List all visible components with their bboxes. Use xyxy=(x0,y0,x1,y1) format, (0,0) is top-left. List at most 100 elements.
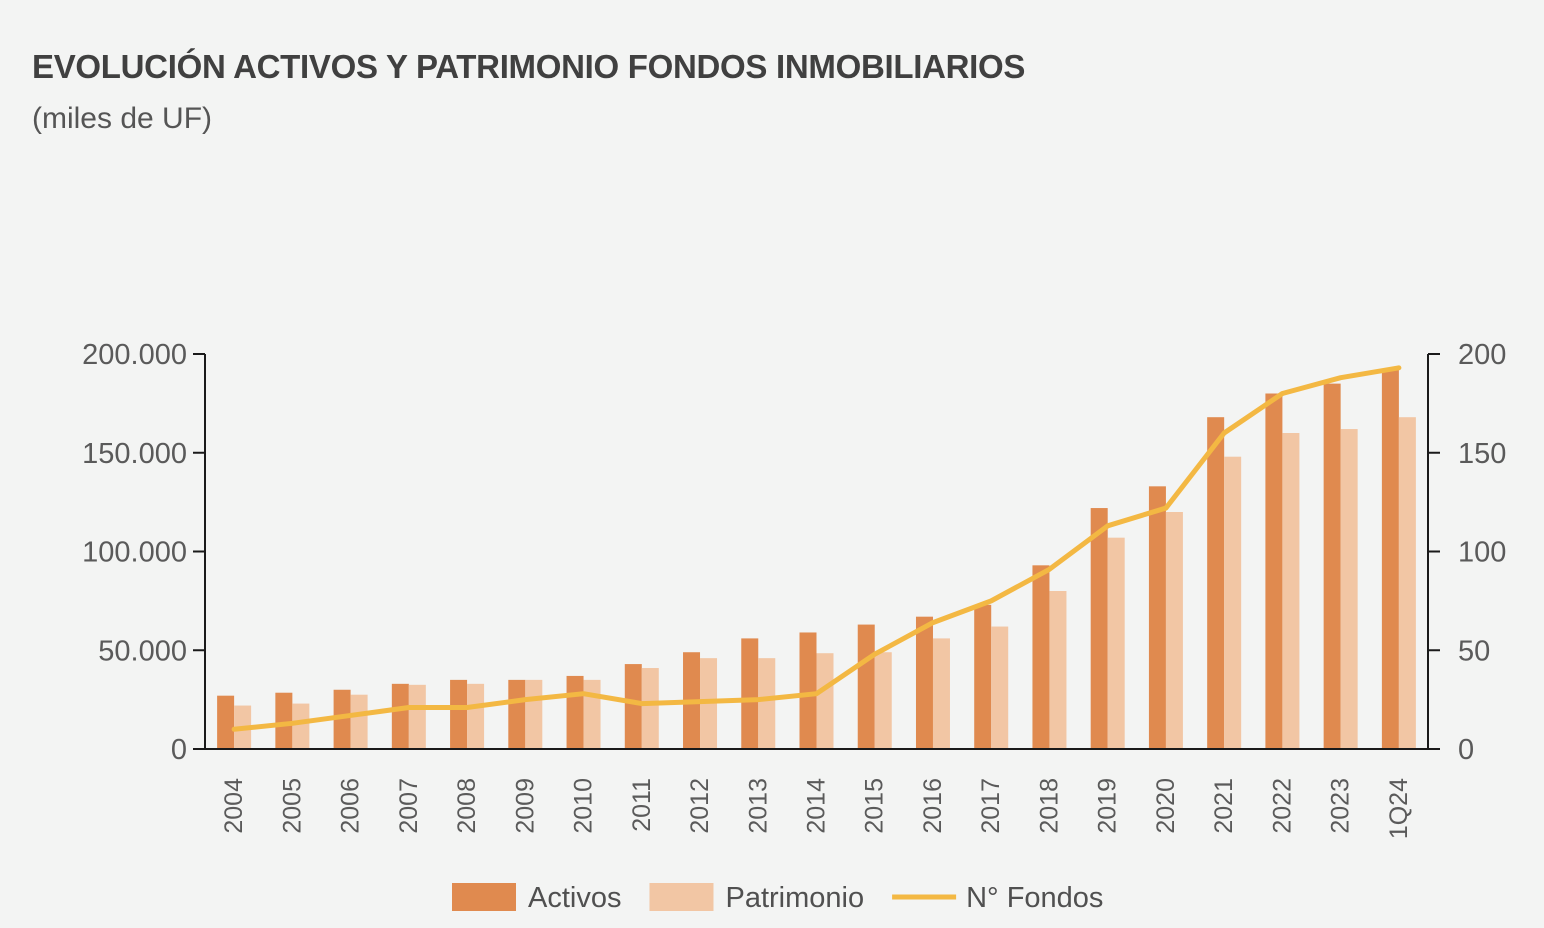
bar-patrimonio-2011 xyxy=(641,668,659,749)
legend-label: Activos xyxy=(528,882,621,914)
x-tick-label: 2022 xyxy=(1268,778,1296,834)
y-right-tick-label: 150 xyxy=(1458,438,1506,470)
line-point-2011 xyxy=(640,702,644,706)
bar-activos-2009 xyxy=(508,679,526,749)
bar-activos-2023 xyxy=(1323,383,1341,749)
bar-patrimonio-2021 xyxy=(1224,456,1242,749)
bar-activos-2006 xyxy=(333,689,351,749)
bar-activos-2013 xyxy=(741,638,759,749)
x-tick-label: 2016 xyxy=(919,778,947,834)
bar-patrimonio-2010 xyxy=(583,679,601,749)
bar-patrimonio-2008 xyxy=(467,683,485,749)
x-tick-label: 1Q24 xyxy=(1385,778,1413,839)
bar-activos-2014 xyxy=(799,632,817,749)
x-tick-label: 2010 xyxy=(570,778,598,834)
bar-patrimonio-2014 xyxy=(816,653,834,749)
bar-activos-2010 xyxy=(566,675,584,749)
bar-activos-2005 xyxy=(275,692,293,749)
x-tick-label: 2015 xyxy=(861,778,889,834)
y-left-tick-label: 150.000 xyxy=(82,438,187,470)
line-point-2016 xyxy=(931,621,935,625)
line-point-2020 xyxy=(1164,506,1168,510)
line-point-2009 xyxy=(523,698,527,702)
y-left-tick-label: 0 xyxy=(171,734,187,766)
x-tick-label: 2008 xyxy=(453,778,481,834)
bar-activos-2018 xyxy=(1032,565,1050,749)
bar-patrimonio-2018 xyxy=(1049,591,1067,749)
bar-activos-2004 xyxy=(217,695,235,749)
x-tick-label: 2004 xyxy=(220,778,248,834)
x-tick-label: 2012 xyxy=(686,778,714,834)
line-point-2012 xyxy=(698,700,702,704)
bar-patrimonio-2009 xyxy=(525,679,543,749)
y-right-tick-label: 200 xyxy=(1458,339,1506,371)
bar-patrimonio-2015 xyxy=(874,652,892,749)
line-point-2005 xyxy=(290,721,294,725)
bar-patrimonio-2013 xyxy=(758,658,776,749)
line-point-2013 xyxy=(756,698,760,702)
x-tick-label: 2009 xyxy=(511,778,539,834)
x-tick-label: 2018 xyxy=(1035,778,1063,834)
bar-patrimonio-2005 xyxy=(292,703,310,749)
bar-activos-2019 xyxy=(1090,508,1108,749)
x-tick-label: 2014 xyxy=(803,778,831,834)
y-right-tick-label: 0 xyxy=(1458,734,1474,766)
bar-patrimonio-2017 xyxy=(991,626,1009,749)
bar-patrimonio-2022 xyxy=(1282,433,1300,749)
bar-patrimonio-2020 xyxy=(1165,512,1183,749)
bar-activos-1Q24 xyxy=(1381,369,1399,749)
bar-patrimonio-1Q24 xyxy=(1398,417,1416,749)
line-point-2006 xyxy=(349,713,353,717)
y-left-tick-label: 200.000 xyxy=(82,339,187,371)
legend-label: N° Fondos xyxy=(966,882,1103,914)
y-right-tick-label: 100 xyxy=(1458,537,1506,569)
bar-activos-2011 xyxy=(624,664,642,749)
x-tick-label: 2020 xyxy=(1152,778,1180,834)
line-point-2018 xyxy=(1047,567,1051,571)
y-left-tick-label: 50.000 xyxy=(98,635,187,667)
x-tick-label: 2007 xyxy=(395,778,423,834)
line-point-2019 xyxy=(1106,524,1110,528)
bar-activos-2020 xyxy=(1148,486,1166,749)
line-point-2007 xyxy=(407,706,411,710)
legend: Activos Patrimonio N° Fondos xyxy=(452,882,1103,914)
bar-activos-2016 xyxy=(915,616,933,749)
y-right-tick-label: 50 xyxy=(1458,635,1490,667)
legend-swatch-activos xyxy=(452,883,516,911)
line-point-2017 xyxy=(989,599,993,603)
line-point-2014 xyxy=(815,692,818,696)
bar-activos-2021 xyxy=(1207,417,1225,749)
bar-activos-2007 xyxy=(391,683,409,749)
x-tick-label: 2023 xyxy=(1327,778,1355,834)
y-left-tick-label: 100.000 xyxy=(82,537,187,569)
bar-patrimonio-2007 xyxy=(408,684,426,749)
line-point-2004 xyxy=(232,727,236,731)
line-point-2022 xyxy=(1280,392,1284,395)
line-point-2008 xyxy=(465,706,469,710)
line-point-2023 xyxy=(1339,376,1343,380)
line-point-2021 xyxy=(1222,431,1226,435)
bar-patrimonio-2006 xyxy=(350,694,368,749)
bar-patrimonio-2023 xyxy=(1340,429,1358,749)
bar-patrimonio-2019 xyxy=(1107,537,1125,749)
bar-activos-2022 xyxy=(1265,393,1283,749)
line-point-1Q24 xyxy=(1397,366,1401,370)
bar-activos-2017 xyxy=(974,604,992,749)
bar-activos-2008 xyxy=(450,679,468,749)
chart-title: EVOLUCIÓN ACTIVOS Y PATRIMONIO FONDOS IN… xyxy=(32,48,1026,85)
x-tick-label: 2021 xyxy=(1210,778,1238,834)
legend-swatch-patrimonio xyxy=(649,883,714,911)
x-tick-label: 2005 xyxy=(278,778,306,834)
bar-activos-2015 xyxy=(857,624,875,749)
legend-label: Patrimonio xyxy=(725,882,864,914)
x-tick-label: 2013 xyxy=(744,778,772,834)
bar-patrimonio-2016 xyxy=(932,638,950,749)
line-point-2015 xyxy=(873,652,877,656)
chart-subtitle: (miles de UF) xyxy=(32,102,213,135)
x-tick-label: 2017 xyxy=(977,778,1005,834)
x-tick-label: 2019 xyxy=(1094,778,1122,834)
x-tick-label: 2006 xyxy=(337,778,365,834)
x-tick-label: 2011 xyxy=(628,778,656,832)
line-point-2010 xyxy=(582,692,586,696)
